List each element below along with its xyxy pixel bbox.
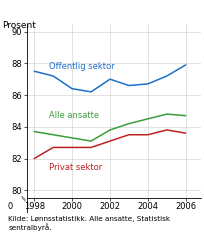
Text: Offentlig sektor: Offentlig sektor	[49, 62, 114, 71]
Text: Prosent: Prosent	[2, 21, 36, 30]
Text: sentralbyrå.: sentralbyrå.	[8, 223, 51, 231]
Text: Kilde: Lønnsstatistikk. Alle ansatte, Statistisk: Kilde: Lønnsstatistikk. Alle ansatte, St…	[8, 216, 170, 222]
Text: Alle ansatte: Alle ansatte	[49, 111, 99, 120]
Text: 0: 0	[7, 202, 13, 211]
Text: Privat sektor: Privat sektor	[49, 163, 102, 172]
